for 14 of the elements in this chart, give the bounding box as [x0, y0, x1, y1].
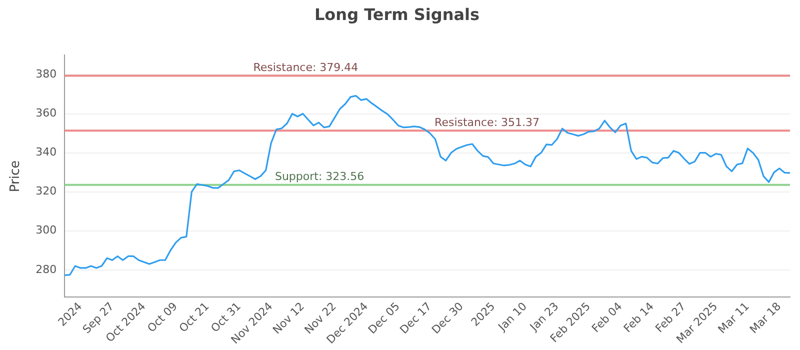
- y-tick-label: 280: [36, 262, 57, 276]
- y-tick-label: 360: [36, 106, 57, 120]
- y-tick-label: 320: [36, 184, 57, 198]
- ref-line-label: Support: 323.56: [274, 170, 364, 184]
- y-tick-label: 340: [36, 146, 57, 159]
- ref-line-label: Resistance: 379.44: [253, 61, 358, 74]
- chart-title: Long Term Signals: [314, 4, 480, 24]
- x-tick-label: Jan 10: [495, 300, 530, 334]
- x-tick-label: Mar 18: [747, 300, 784, 336]
- y-tick-label: 380: [36, 68, 57, 81]
- x-tick-label: Dec 30: [429, 300, 466, 336]
- y-axis-title: Price: [8, 160, 24, 192]
- y-tick-label: 300: [36, 224, 57, 237]
- ref-line-label: Resistance: 351.37: [434, 116, 540, 129]
